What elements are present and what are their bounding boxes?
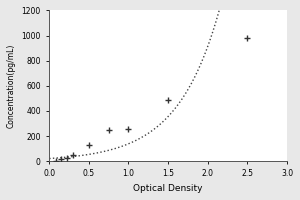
- X-axis label: Optical Density: Optical Density: [134, 184, 203, 193]
- Y-axis label: Concentration(pg/mL): Concentration(pg/mL): [7, 44, 16, 128]
